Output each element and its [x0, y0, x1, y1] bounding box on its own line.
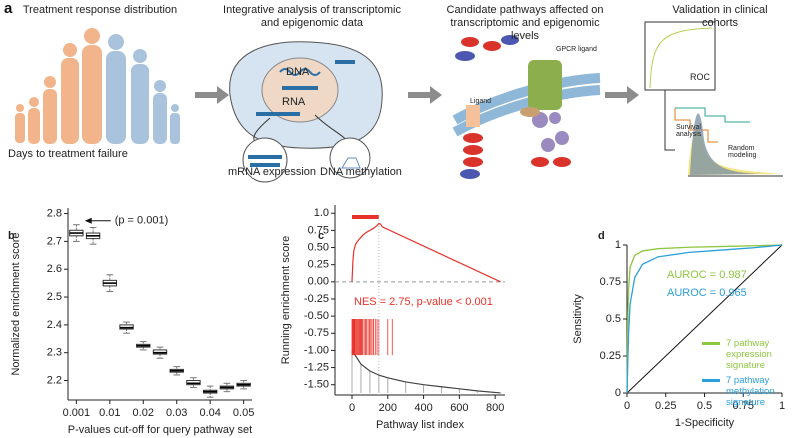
x-axis-label: 1-Specificity [675, 417, 735, 429]
panel-label: c [318, 230, 324, 242]
annotation: NES = 2.75, p-value < 0.001 [354, 296, 493, 308]
x-axis-label: Pathway list index [376, 419, 465, 431]
y-tick-label: 1.0 [314, 207, 329, 219]
x-tick-label: 200 [379, 402, 397, 414]
y-tick-label: 0.25 [600, 350, 621, 362]
step-title: Validation in clinical cohorts [672, 4, 768, 29]
x-tick-label: 0.001 [63, 407, 91, 419]
y-tick-label: -1.25 [304, 361, 329, 373]
x-tick-label: 0.03 [166, 407, 187, 419]
diagram-label: GPCR ligand [556, 46, 597, 53]
x-tick-label: 0.25 [655, 400, 676, 412]
x-tick-label: 400 [414, 402, 432, 414]
x-tick-label: 0.04 [199, 407, 220, 419]
x-tick-label: 1 [779, 400, 785, 412]
x-tick-label: 0.01 [99, 407, 120, 419]
x-tick-label: 600 [450, 402, 468, 414]
y-tick-label: 0.75 [308, 224, 329, 236]
y-axis-label: Sensitivity [572, 294, 584, 344]
y-axis-label: Running enrichment score [280, 236, 292, 364]
legend-swatch [702, 379, 720, 382]
step-title: Treatment response distribution [22, 4, 178, 16]
x-tick-label: 0.5 [697, 400, 712, 412]
x-axis-label: P-values cut-off for query pathway set [68, 424, 252, 436]
diagram-label: Survival analysis [676, 124, 702, 138]
y-tick-label: 0 [615, 387, 621, 399]
running-score [351, 222, 501, 283]
panel-label: d [598, 230, 605, 242]
membrane [452, 35, 601, 179]
panel-label: a [4, 0, 13, 17]
step-title: Integrative analysis of transcriptomic a… [223, 4, 401, 29]
annotation: AUROC = 0.987 [667, 269, 747, 281]
diagram-label: mRNA expression [228, 166, 317, 178]
validation-art [644, 21, 783, 177]
y-tick-label: 2.6 [47, 263, 62, 275]
diagram-label: DNA methylation [320, 166, 402, 178]
diagram-label: Random modeling [728, 145, 757, 159]
annotation: AUROC = 0.965 [667, 287, 747, 299]
legend: 7 pathway expression signature 7 pathway … [702, 338, 792, 412]
y-axis-label: Normalized enrichment score [10, 232, 22, 375]
step-caption: Days to treatment failure [8, 148, 128, 160]
diagram-label: DNA [286, 66, 310, 78]
metric-line [351, 350, 501, 394]
panel-label: b [8, 230, 15, 242]
annotation: (p = 0.001) [115, 215, 169, 227]
x-tick-label: 0 [349, 402, 355, 414]
annotation-arrowhead [84, 217, 92, 224]
roc-curve [626, 244, 783, 394]
y-tick-label: -0.25 [304, 293, 329, 305]
diagram-label: ROC [690, 72, 710, 82]
y-tick-label: 2.2 [47, 374, 62, 386]
x-tick-label: 0.75 [733, 400, 754, 412]
diagonal [626, 244, 783, 394]
legend-item: 7 pathway methylation signature [702, 375, 792, 408]
legend-item: 7 pathway expression signature [702, 338, 792, 371]
roc-curve [626, 244, 783, 394]
diagram-label: Ligand [470, 98, 492, 105]
x-tick-label: 0.02 [133, 407, 154, 419]
y-tick-label: 0.00 [308, 276, 329, 288]
y-tick-label: 0.50 [308, 241, 329, 253]
y-tick-label: -1.00 [304, 344, 329, 356]
diagram-label: RNA [282, 96, 306, 108]
y-tick-label: -0.75 [304, 327, 329, 339]
y-tick-label: 1 [615, 239, 621, 251]
x-tick-label: 800 [486, 402, 504, 414]
y-tick-label: -0.50 [304, 310, 329, 322]
y-tick-label: 2.8 [47, 207, 62, 219]
y-tick-label: 2.5 [47, 291, 62, 303]
y-tick-label: 2.3 [47, 347, 62, 359]
y-tick-label: -1.50 [304, 379, 329, 391]
legend-label: 7 pathway expression signature [726, 338, 772, 371]
x-tick-label: 0 [624, 400, 630, 412]
y-tick-label: 0.25 [308, 259, 329, 271]
arrows [195, 86, 639, 104]
y-tick-label: 0.75 [600, 276, 621, 288]
y-tick-label: 0.5 [606, 313, 621, 325]
legend-swatch [702, 342, 720, 345]
y-tick-label: 2.7 [47, 235, 62, 247]
x-tick-label: 0.05 [233, 407, 254, 419]
people [15, 28, 180, 144]
cell [229, 41, 383, 183]
legend-label: 7 pathway methylation signature [726, 375, 775, 408]
step-title: Candidate pathways affected on transcrip… [446, 4, 604, 42]
y-tick-label: 2.4 [47, 319, 62, 331]
